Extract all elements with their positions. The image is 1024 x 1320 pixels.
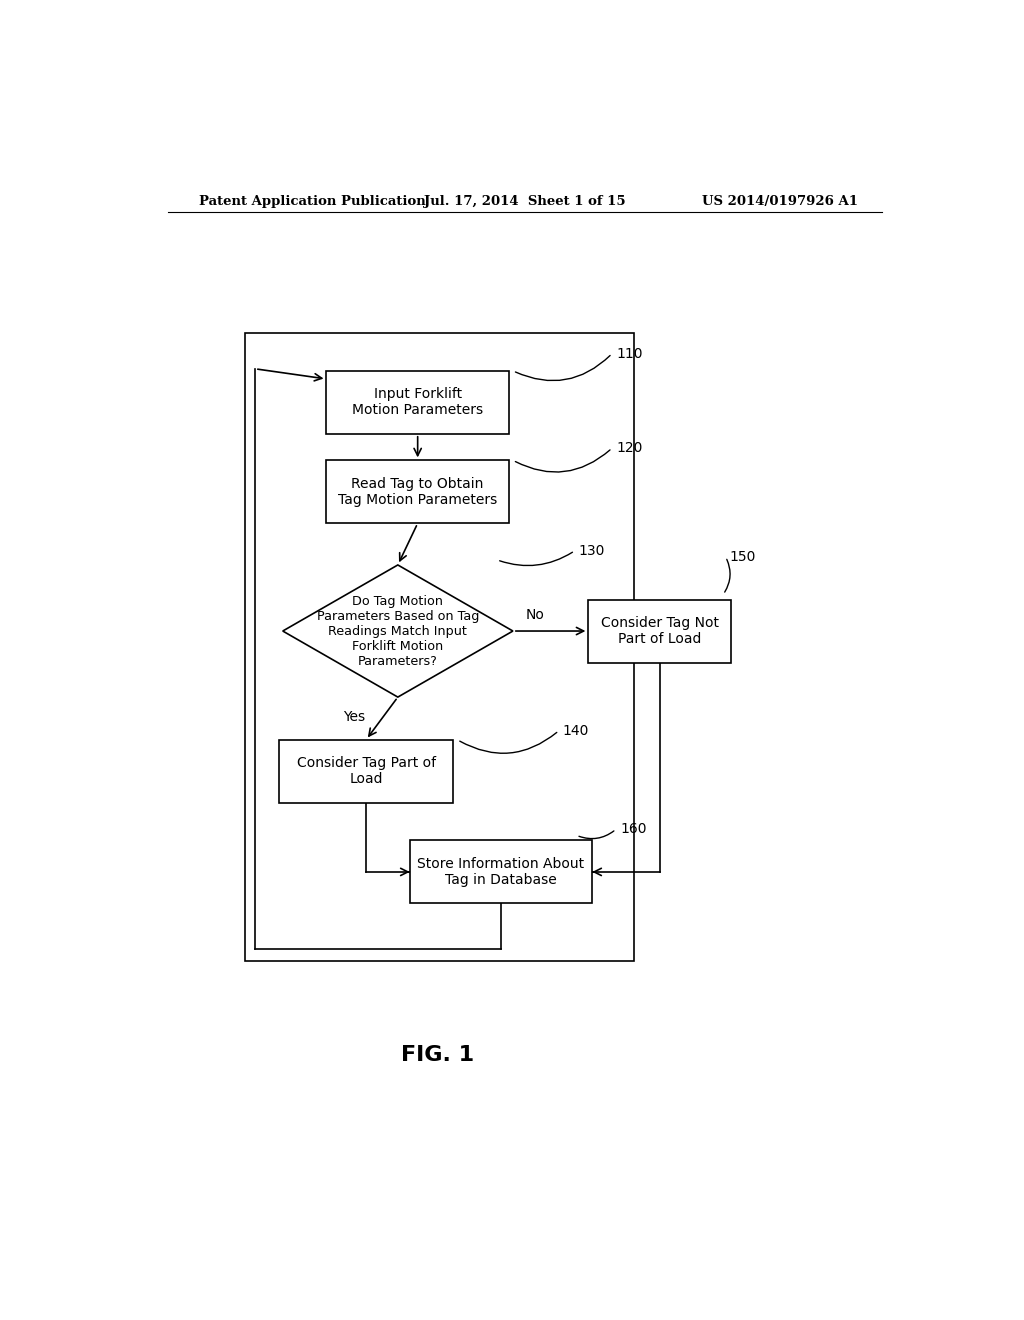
Text: 160: 160	[620, 822, 646, 837]
Text: Input Forklift
Motion Parameters: Input Forklift Motion Parameters	[352, 387, 483, 417]
Text: 150: 150	[729, 550, 756, 564]
FancyBboxPatch shape	[327, 461, 509, 523]
Text: Store Information About
Tag in Database: Store Information About Tag in Database	[418, 857, 585, 887]
Text: No: No	[525, 607, 545, 622]
Text: Patent Application Publication: Patent Application Publication	[200, 194, 426, 207]
FancyBboxPatch shape	[410, 841, 592, 903]
Text: US 2014/0197926 A1: US 2014/0197926 A1	[702, 194, 858, 207]
Text: Read Tag to Obtain
Tag Motion Parameters: Read Tag to Obtain Tag Motion Parameters	[338, 477, 498, 507]
Text: Do Tag Motion
Parameters Based on Tag
Readings Match Input
Forklift Motion
Param: Do Tag Motion Parameters Based on Tag Re…	[316, 594, 479, 668]
Text: 130: 130	[579, 544, 605, 558]
Text: 140: 140	[563, 723, 589, 738]
Text: Jul. 17, 2014  Sheet 1 of 15: Jul. 17, 2014 Sheet 1 of 15	[424, 194, 626, 207]
Text: Consider Tag Part of
Load: Consider Tag Part of Load	[297, 756, 435, 787]
Polygon shape	[283, 565, 513, 697]
Text: FIG. 1: FIG. 1	[401, 1045, 474, 1065]
FancyBboxPatch shape	[279, 739, 454, 803]
Text: Yes: Yes	[343, 710, 366, 725]
Text: 110: 110	[616, 347, 643, 360]
FancyBboxPatch shape	[588, 599, 731, 663]
FancyBboxPatch shape	[327, 371, 509, 434]
Text: 120: 120	[616, 441, 642, 455]
Text: Consider Tag Not
Part of Load: Consider Tag Not Part of Load	[601, 616, 719, 645]
